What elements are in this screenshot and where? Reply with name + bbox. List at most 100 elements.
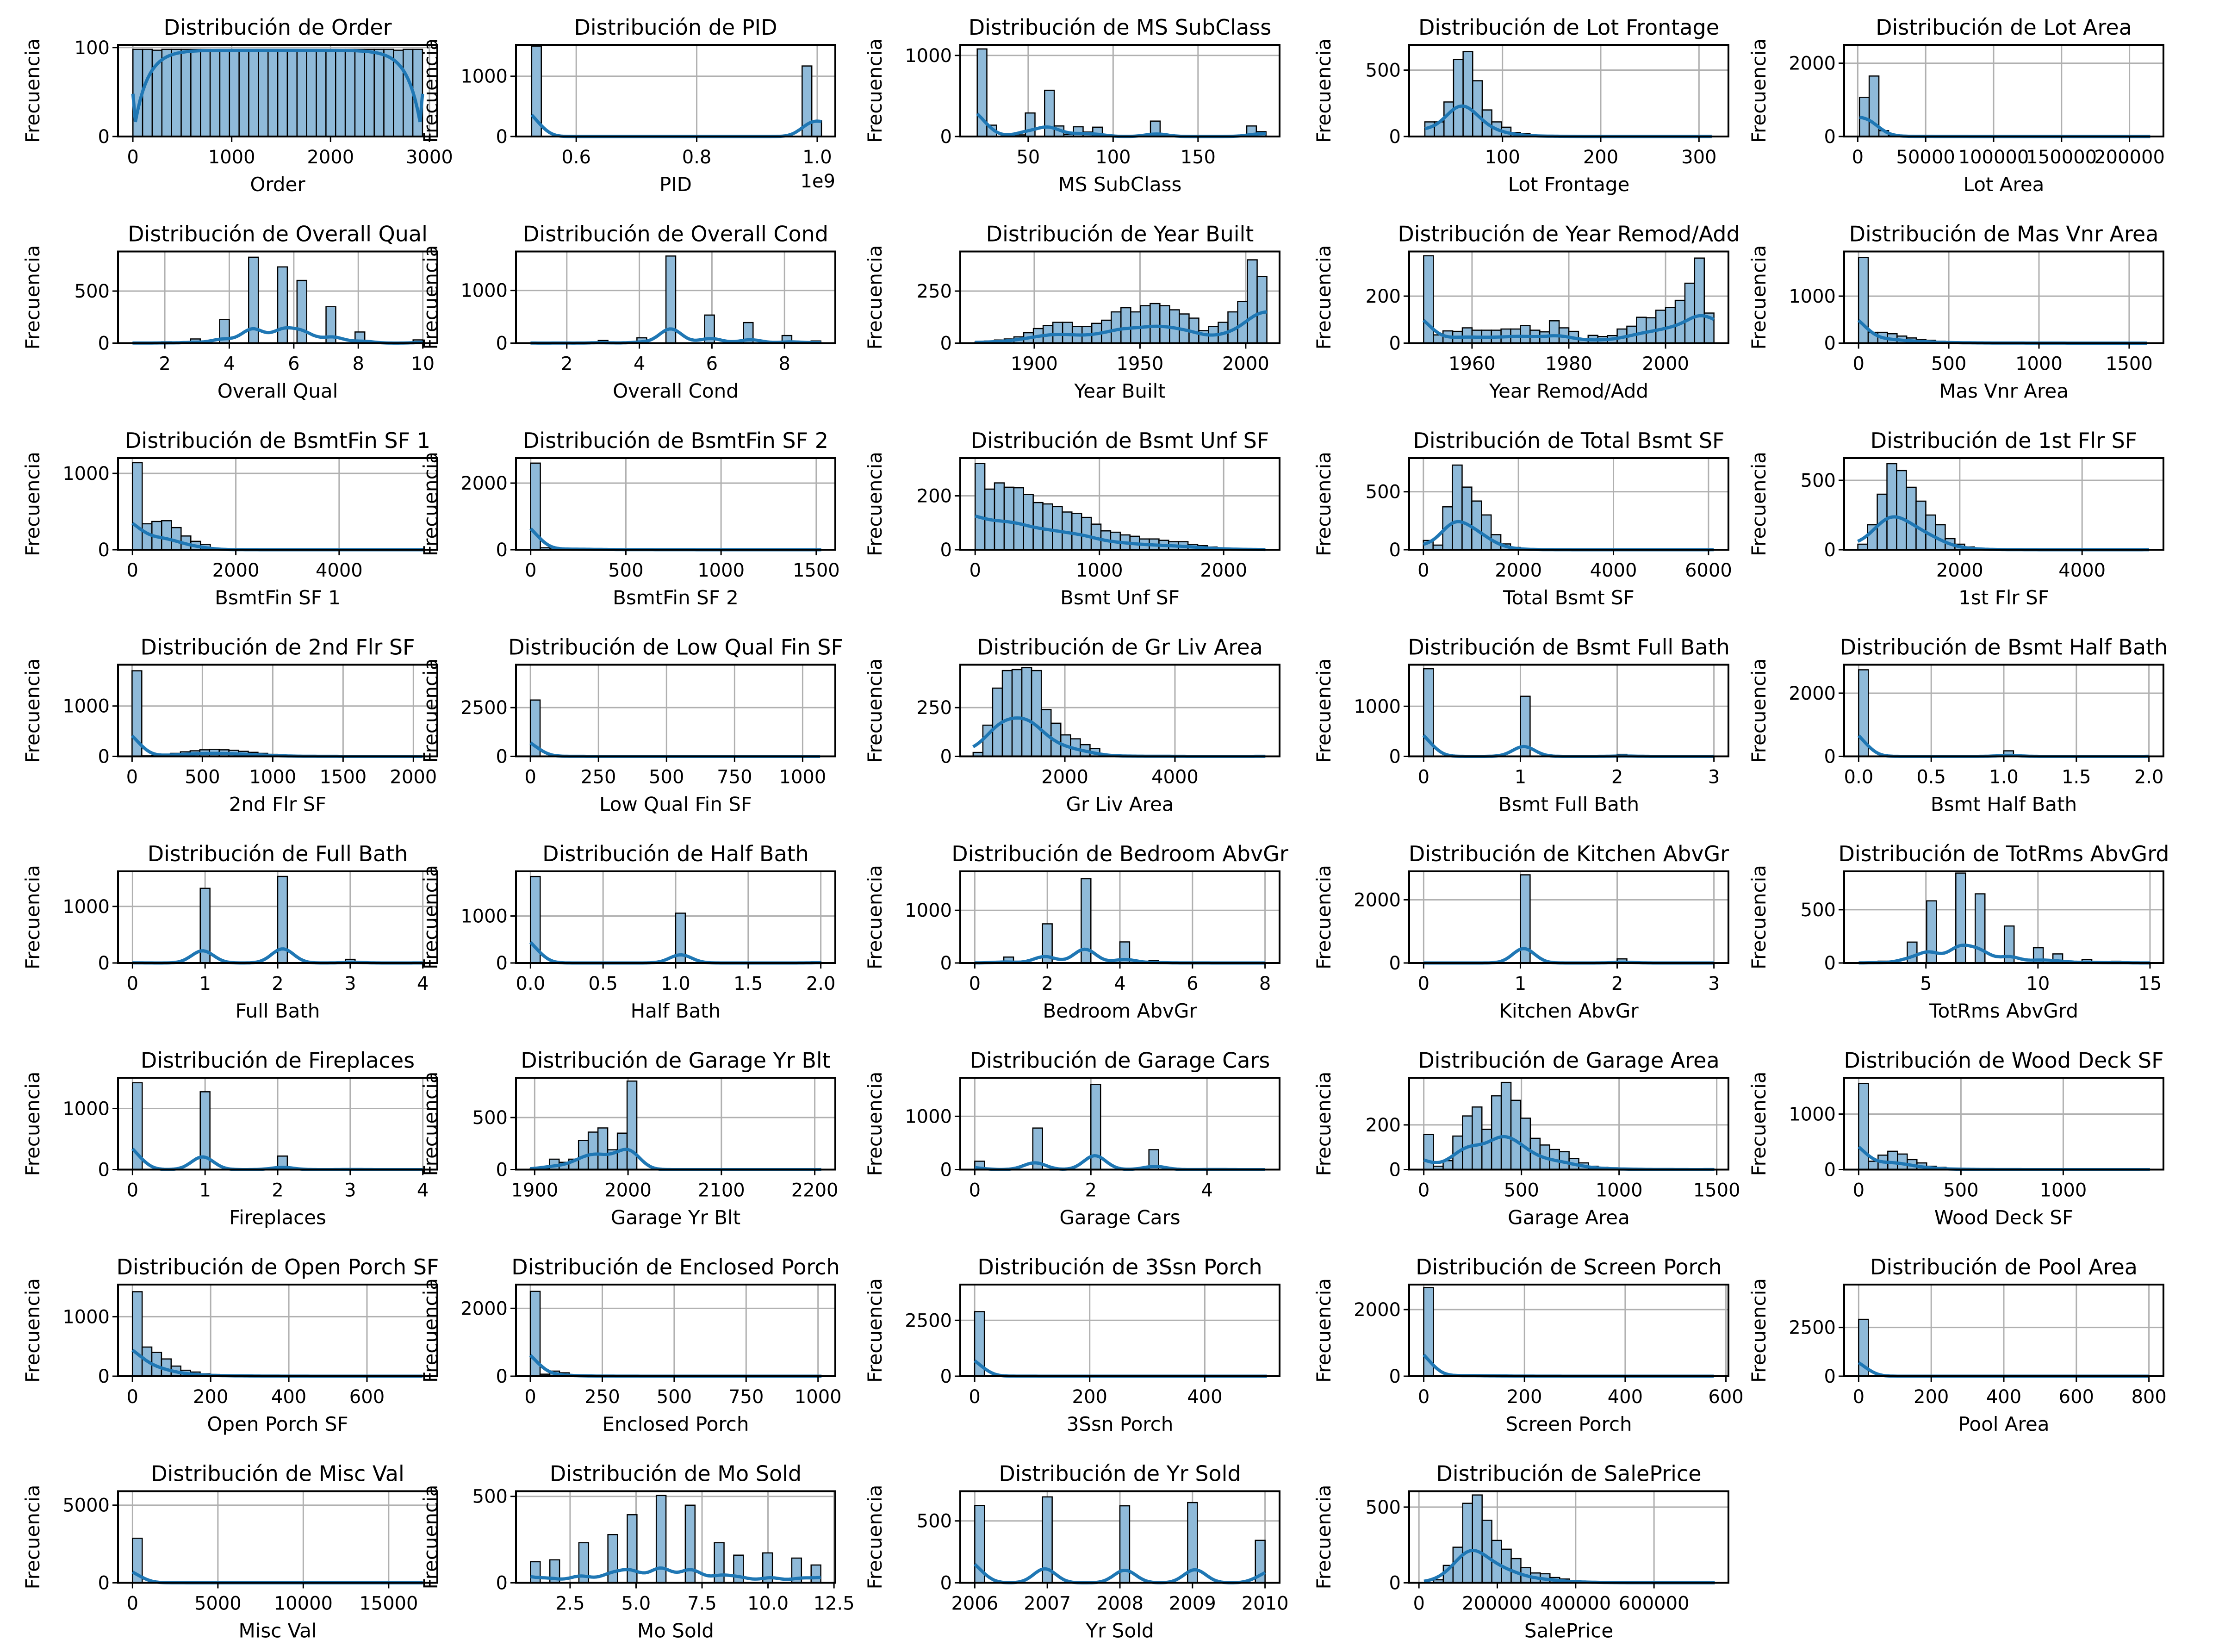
x-tick-label: 3 <box>344 1180 356 1201</box>
y-tick-label: 100 <box>75 37 110 59</box>
x-tick-label: 300 <box>1681 147 1716 168</box>
bars <box>975 1084 1265 1169</box>
axes-frame <box>516 45 835 137</box>
panel-title: Distribución de SalePrice <box>1436 1461 1701 1486</box>
x-tick-label: 1000 <box>1076 560 1123 581</box>
kde-curve <box>1423 949 1714 963</box>
x-tick-label: 15000 <box>359 1593 418 1615</box>
y-axis-label: Frecuencia <box>864 38 886 143</box>
histogram-bar <box>1052 507 1062 550</box>
x-axis-label: Half Bath <box>631 1000 721 1022</box>
kde-curve <box>530 743 820 756</box>
y-tick-label: 0 <box>496 953 508 974</box>
x-tick-label: 0 <box>969 560 981 581</box>
x-axis-label: Garage Area <box>1508 1206 1630 1229</box>
y-tick-label: 0 <box>1389 333 1401 354</box>
y-axis-label: Frecuencia <box>864 452 886 556</box>
histogram-bar <box>374 50 384 137</box>
panel-title: Distribución de 2nd Flr SF <box>140 635 415 660</box>
x-tick-label: 8 <box>353 354 364 375</box>
x-tick-label: 6 <box>1187 973 1198 994</box>
x-tick-label: 1.5 <box>2062 767 2091 788</box>
x-axis-label: Garage Yr Blt <box>611 1206 740 1229</box>
y-axis-label: Frecuencia <box>419 452 442 556</box>
histogram-bar <box>994 483 1004 550</box>
x-axis-label: Overall Qual <box>218 380 338 403</box>
y-axis-label: Frecuencia <box>1312 452 1335 556</box>
x-tick-label: 200 <box>193 1386 228 1408</box>
y-axis-label: Frecuencia <box>419 865 442 969</box>
y-tick-label: 500 <box>1801 470 1836 491</box>
y-tick-label: 0 <box>496 1366 508 1387</box>
x-tick-label: 2 <box>561 354 572 375</box>
histogram-bar <box>1453 465 1462 550</box>
x-tick-label: 1.0 <box>802 147 832 168</box>
x-axis-label: Bsmt Unf SF <box>1060 586 1180 609</box>
x-axis-label: Full Bath <box>236 1000 320 1022</box>
grid-lines <box>1844 252 2163 343</box>
histogram-bar <box>162 521 171 550</box>
y-tick-label: 500 <box>1366 482 1401 503</box>
histogram-bar <box>1695 258 1704 343</box>
y-axis-label: Frecuencia <box>21 38 44 143</box>
y-tick-label: 2000 <box>460 473 508 494</box>
panel-title: Distribución de Bsmt Half Bath <box>1840 635 2168 660</box>
grid-lines <box>960 45 1280 137</box>
axes-frame <box>960 1285 1280 1376</box>
x-tick-label: 10.0 <box>747 1593 789 1615</box>
histogram-bar <box>220 50 230 137</box>
bars <box>1859 76 2150 137</box>
x-axis-label: 2nd Flr SF <box>229 793 327 816</box>
histogram-bar <box>1463 51 1473 137</box>
panel-title: Distribución de Lot Area <box>1876 15 2132 40</box>
bars <box>1425 51 1712 137</box>
y-tick-label: 1000 <box>905 900 952 921</box>
bars <box>1424 1495 1715 1583</box>
bars <box>532 46 821 137</box>
histogram-bar <box>1025 113 1035 137</box>
histogram-bar <box>172 50 181 137</box>
x-tick-label: 500 <box>1943 1180 1978 1201</box>
x-tick-label: 10000 <box>274 1593 333 1615</box>
x-tick-label: 6 <box>706 354 718 375</box>
histogram-bar <box>1462 487 1472 550</box>
axes-frame <box>516 1491 835 1583</box>
x-tick-label: 5.0 <box>622 1593 651 1615</box>
x-tick-label: 2006 <box>951 1593 998 1615</box>
bars <box>1858 873 2150 963</box>
x-axis-label: Bedroom AbvGr <box>1043 1000 1197 1022</box>
y-tick-label: 0 <box>496 333 508 354</box>
x-tick-label: 0 <box>127 1386 138 1408</box>
histogram-bar <box>1685 283 1695 343</box>
x-tick-label: 0.0 <box>516 973 546 994</box>
y-axis-label: Frecuencia <box>1747 38 1770 143</box>
x-tick-label: 2010 <box>1242 1593 1289 1615</box>
bars <box>1423 465 1714 550</box>
x-tick-label: 2008 <box>1096 1593 1144 1615</box>
x-tick-label: 0.8 <box>682 147 712 168</box>
x-axis-label: BsmtFin SF 1 <box>215 586 341 609</box>
y-tick-label: 0 <box>496 540 508 561</box>
x-tick-label: 2007 <box>1024 1593 1071 1615</box>
x-tick-label: 0 <box>1418 1386 1429 1408</box>
y-tick-label: 0 <box>940 1366 952 1387</box>
x-axis-label: Gr Liv Area <box>1066 793 1174 816</box>
